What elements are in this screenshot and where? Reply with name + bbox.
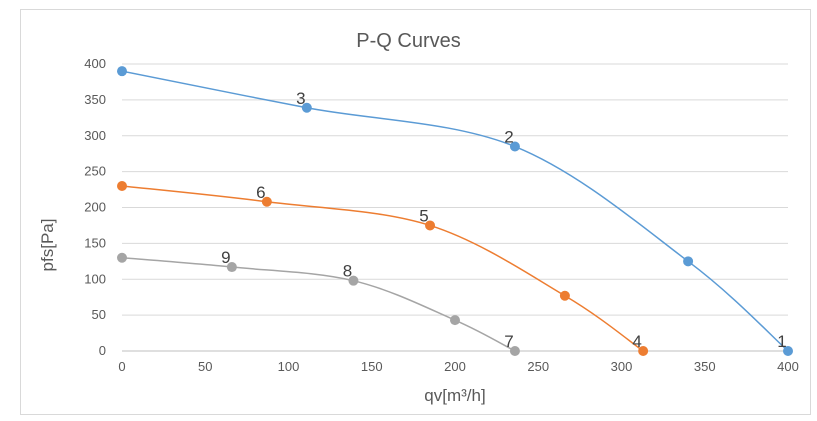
series-1-point	[117, 66, 127, 77]
series-3-point	[348, 275, 359, 286]
series-1-point	[783, 346, 793, 356]
y-tick-label: 200	[84, 200, 106, 215]
x-tick-label: 0	[118, 359, 125, 374]
y-tick-label: 50	[92, 307, 106, 322]
point-label: 3	[296, 89, 305, 108]
series-2-point	[638, 346, 649, 356]
series-1-point	[683, 256, 694, 267]
series-2-line	[121, 185, 644, 352]
x-tick-label: 200	[444, 359, 466, 374]
series-3-point	[226, 262, 237, 273]
y-tick-label: 400	[84, 56, 106, 71]
x-tick-label: 150	[361, 359, 383, 374]
y-tick-label: 250	[84, 164, 106, 179]
y-tick-label: 0	[99, 343, 106, 358]
y-tick-label: 350	[84, 92, 106, 107]
series-2-point	[559, 290, 570, 301]
point-label: 5	[419, 206, 428, 225]
series-1-point	[509, 141, 520, 152]
series-2-point	[425, 220, 436, 231]
x-tick-label: 250	[527, 359, 549, 374]
point-label: 7	[504, 332, 513, 351]
series-2-point	[117, 180, 127, 191]
chart-title: P-Q Curves	[356, 30, 461, 52]
x-axis-title: qv[m³/h]	[424, 386, 486, 405]
series-3-line	[121, 256, 516, 352]
series-3-point	[117, 252, 127, 263]
series-2-point	[261, 196, 272, 207]
series-3-point	[509, 346, 520, 356]
x-tick-label: 50	[198, 359, 212, 374]
point-label: 4	[632, 332, 641, 351]
y-tick-label: 300	[84, 128, 106, 143]
point-label: 8	[343, 262, 352, 281]
x-tick-label: 300	[611, 359, 633, 374]
x-tick-label: 400	[777, 359, 799, 374]
point-label: 1	[777, 332, 786, 351]
point-label: 2	[504, 128, 513, 147]
y-tick-label: 100	[84, 271, 106, 286]
x-tick-label: 100	[278, 359, 300, 374]
series-3-point	[450, 315, 460, 326]
x-tick-label: 350	[694, 359, 716, 374]
series-1-line	[121, 70, 789, 352]
y-tick-label: 150	[84, 235, 106, 250]
point-label: 9	[221, 248, 230, 267]
series-1-point	[301, 102, 312, 113]
point-label: 6	[256, 183, 265, 202]
